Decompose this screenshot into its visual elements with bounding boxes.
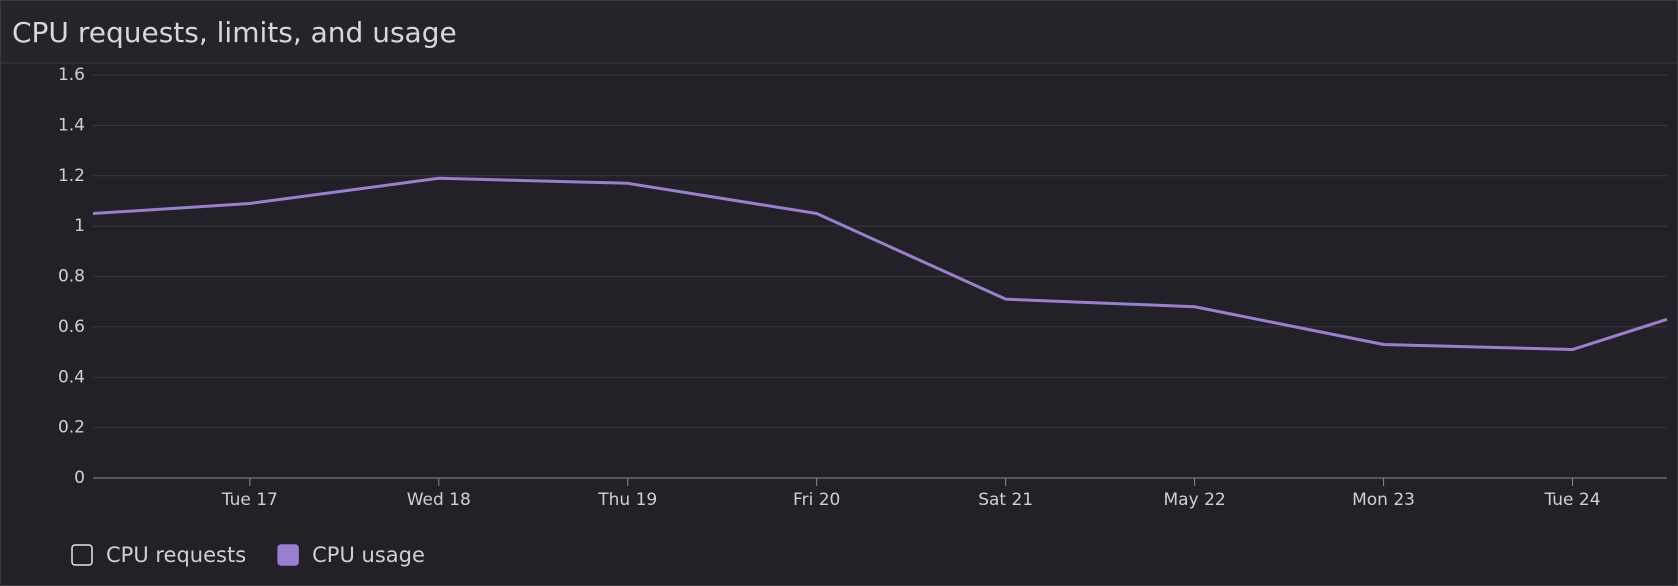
x-tick-label: Tue 17 [221, 490, 278, 510]
panel-header [1, 1, 1677, 63]
y-tick-label: 1.4 [58, 115, 85, 135]
x-tick-label: Tue 24 [1543, 490, 1600, 510]
x-tick-label: Sat 21 [978, 490, 1033, 510]
y-tick-label: 1.2 [58, 166, 85, 186]
x-tick-label: Fri 20 [793, 490, 840, 510]
x-tick-label: May 22 [1164, 490, 1226, 510]
y-tick-label: 0.2 [58, 418, 85, 438]
legend-label: CPU requests [106, 543, 246, 567]
x-tick-label: Thu 19 [597, 490, 657, 510]
x-tick-label: Mon 23 [1352, 490, 1415, 510]
legend-label: CPU usage [312, 543, 425, 567]
y-tick-label: 1 [74, 216, 85, 236]
legend-swatch [277, 544, 299, 566]
x-tick-label: Wed 18 [407, 490, 471, 510]
y-tick-label: 0.6 [58, 317, 85, 337]
y-tick-label: 1.6 [58, 65, 85, 85]
chart-title: CPU requests, limits, and usage [12, 16, 457, 49]
y-tick-label: 0 [74, 468, 85, 488]
legend-swatch [71, 544, 93, 566]
y-tick-label: 0.8 [58, 267, 85, 287]
y-tick-label: 0.4 [58, 367, 85, 387]
series-line [92, 176, 1668, 352]
